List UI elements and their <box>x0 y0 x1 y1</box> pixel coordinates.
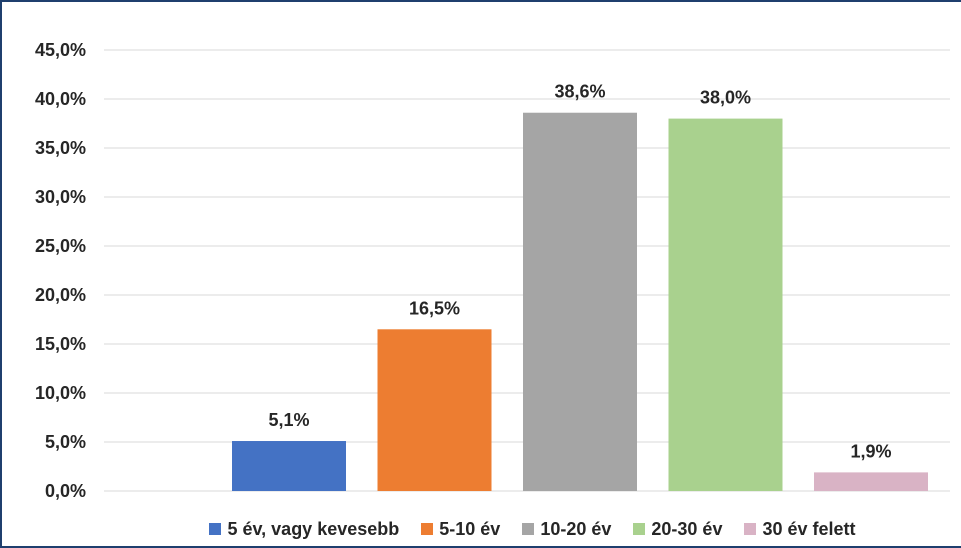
y-axis-tick-labels: 0,0% 5,0% 10,0% 15,0% 20,0% 25,0% 30,0% 35,0% 40… <box>35 40 86 501</box>
bar-data-label: 1,9% <box>850 441 891 461</box>
legend-swatch <box>633 523 646 535</box>
y-tick-label: 0,0% <box>45 481 86 501</box>
legend-swatch <box>522 523 535 535</box>
legend-label: 10-20 év <box>540 518 612 539</box>
y-tick-label: 10,0% <box>35 383 86 403</box>
legend-swatch <box>421 523 434 535</box>
bar-data-label: 5,1% <box>268 410 309 430</box>
y-tick-label: 5,0% <box>45 432 86 452</box>
y-tick-label: 15,0% <box>35 334 86 354</box>
legend: 5 év, vagy kevesebb 5-10 év 10-20 év 20-30 … <box>2 514 961 544</box>
y-tick-label: 25,0% <box>35 236 86 256</box>
legend-item: 20-30 év <box>633 519 722 540</box>
legend-item: 5 év, vagy kevesebb <box>209 519 399 540</box>
legend-label: 30 év felett <box>762 518 856 539</box>
bar-data-label: 38,0% <box>700 88 751 108</box>
legend-label: 5-10 év <box>439 518 501 539</box>
legend-label: 20-30 év <box>651 518 723 539</box>
legend-label: 5 év, vagy kevesebb <box>227 518 400 539</box>
bar <box>523 112 637 491</box>
legend-swatch <box>209 523 222 535</box>
legend-swatch <box>744 523 757 535</box>
data-labels: 5,1% 16,5% 38,6% 38,0% 1,9% <box>268 82 891 462</box>
bar-data-label: 16,5% <box>409 298 460 318</box>
y-tick-label: 35,0% <box>35 138 86 158</box>
bar-chart: 0,0% 5,0% 10,0% 15,0% 20,0% 25,0% 30,0% 35,0% 40… <box>35 40 950 501</box>
legend-item: 10-20 év <box>522 519 611 540</box>
y-tick-label: 30,0% <box>35 187 86 207</box>
y-tick-label: 20,0% <box>35 285 86 305</box>
bar <box>668 118 783 491</box>
y-tick-label: 45,0% <box>35 40 86 60</box>
bar <box>377 329 492 491</box>
bar <box>814 472 928 491</box>
bars <box>232 112 928 491</box>
bar-data-label: 38,6% <box>554 82 605 102</box>
y-tick-label: 40,0% <box>35 89 86 109</box>
legend-item: 30 év felett <box>744 518 856 540</box>
legend-item: 5-10 év <box>421 519 500 540</box>
bar <box>232 441 346 491</box>
